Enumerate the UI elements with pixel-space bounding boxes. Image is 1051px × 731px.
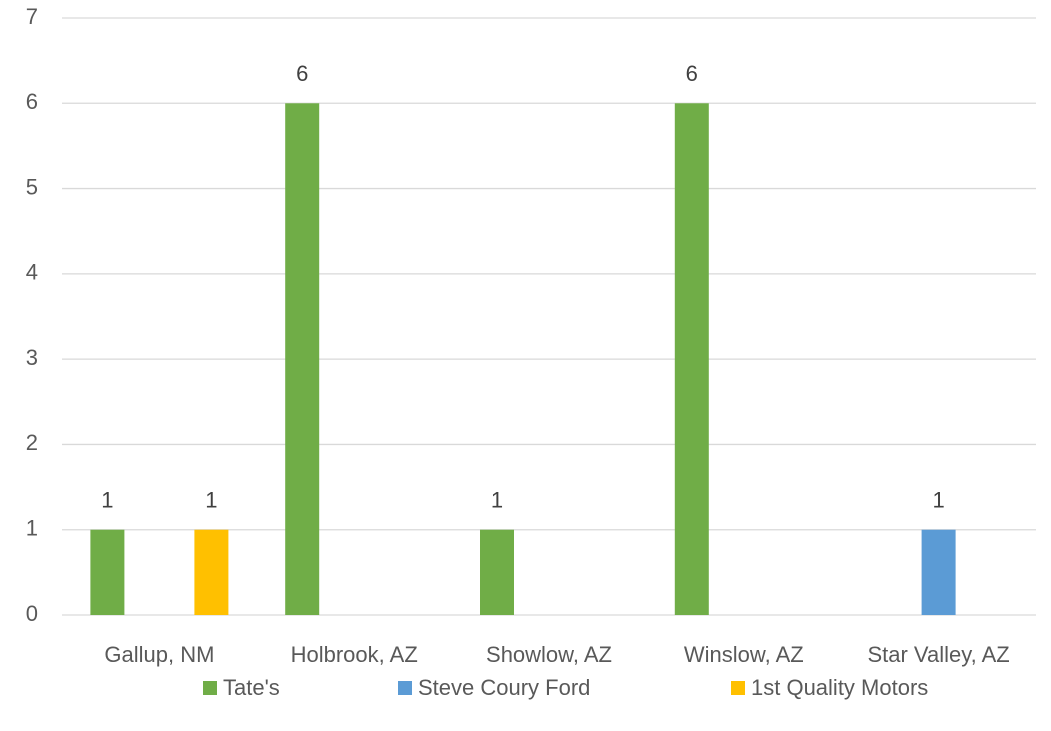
x-tick-label: Showlow, AZ bbox=[486, 642, 612, 667]
bar bbox=[921, 529, 956, 615]
y-tick-label: 1 bbox=[26, 516, 38, 541]
x-tick-label: Gallup, NM bbox=[104, 642, 214, 667]
y-tick-label: 0 bbox=[26, 601, 38, 626]
legend-label: Tate's bbox=[223, 675, 280, 700]
legend-label: Steve Coury Ford bbox=[418, 675, 590, 700]
y-tick-label: 5 bbox=[26, 174, 38, 199]
y-tick-label: 3 bbox=[26, 345, 38, 370]
x-tick-label: Holbrook, AZ bbox=[291, 642, 418, 667]
legend-label: 1st Quality Motors bbox=[751, 675, 928, 700]
bar bbox=[194, 529, 229, 615]
data-label: 6 bbox=[686, 61, 698, 86]
bar bbox=[480, 529, 514, 615]
y-tick-label: 2 bbox=[26, 430, 38, 455]
data-label: 6 bbox=[296, 61, 308, 86]
bar bbox=[90, 529, 125, 615]
bar bbox=[674, 103, 709, 616]
legend-swatch bbox=[731, 681, 745, 695]
legend-swatch bbox=[398, 681, 412, 695]
y-tick-label: 4 bbox=[26, 260, 38, 285]
y-tick-label: 7 bbox=[26, 4, 38, 29]
legend-swatch bbox=[203, 681, 217, 695]
data-label: 1 bbox=[101, 488, 113, 513]
data-label: 1 bbox=[491, 488, 503, 513]
bar bbox=[285, 103, 320, 616]
y-tick-label: 6 bbox=[26, 89, 38, 114]
x-tick-label: Star Valley, AZ bbox=[867, 642, 1009, 667]
x-tick-label: Winslow, AZ bbox=[684, 642, 804, 667]
data-label: 1 bbox=[205, 488, 217, 513]
data-label: 1 bbox=[932, 488, 944, 513]
